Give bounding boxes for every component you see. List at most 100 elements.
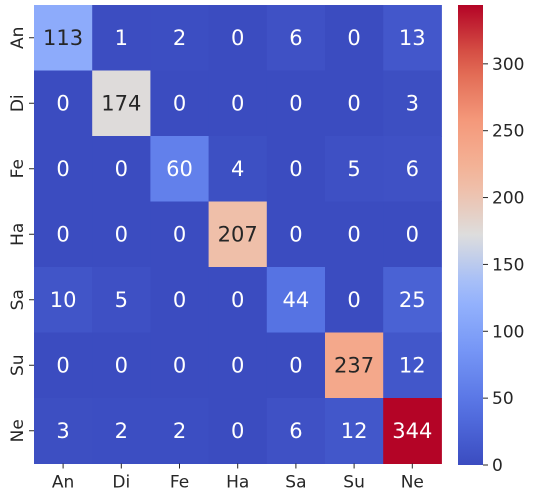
cell-value-label: 207 — [218, 222, 258, 246]
heatmap-cell — [150, 267, 210, 333]
y-tick-label: Ha — [8, 223, 28, 246]
cell-value-label: 0 — [231, 353, 244, 377]
heatmap-cell — [208, 136, 268, 202]
heatmap-cell — [325, 70, 384, 137]
heatmap-cell — [34, 70, 93, 137]
heatmap-cell — [266, 201, 326, 268]
heatmap-cell — [266, 332, 326, 399]
y-tick-label: Su — [8, 354, 28, 376]
x-tick-label: Di — [112, 473, 130, 493]
heatmap-cell — [383, 332, 442, 399]
x-tick-label: Su — [343, 473, 365, 493]
heatmap-cell — [383, 136, 442, 202]
cell-value-label: 0 — [56, 91, 69, 115]
cell-value-label: 0 — [231, 26, 244, 50]
heatmap-cell — [150, 332, 210, 399]
cell-value-label: 4 — [231, 157, 244, 181]
heatmap-cell — [325, 267, 384, 333]
cell-value-label: 0 — [231, 288, 244, 312]
y-tick-label: An — [8, 27, 28, 49]
heatmap-cell — [34, 201, 93, 268]
cell-value-label: 0 — [173, 222, 186, 246]
heatmap-cell — [325, 136, 384, 202]
heatmap-cell — [383, 201, 442, 268]
heatmap-cell — [266, 5, 326, 71]
heatmap-cell — [325, 398, 384, 464]
colorbar-tick-label: 250 — [492, 122, 524, 142]
cell-value-label: 1 — [115, 26, 128, 50]
heatmap-cell — [325, 201, 384, 268]
colorbar-gradient — [458, 5, 483, 465]
heatmap-cell — [34, 398, 93, 464]
cell-value-label: 0 — [347, 222, 360, 246]
heatmap-cell — [325, 5, 384, 71]
cell-value-label: 3 — [406, 91, 419, 115]
x-tick-label: Ha — [226, 473, 249, 493]
cell-value-label: 0 — [347, 26, 360, 50]
heatmap-cell — [383, 70, 442, 137]
heatmap-cell — [383, 398, 442, 464]
heatmap-cell — [208, 332, 268, 399]
cell-value-label: 13 — [399, 26, 426, 50]
cell-value-label: 5 — [115, 288, 128, 312]
heatmap-cell — [150, 136, 210, 202]
heatmap-cell — [92, 201, 151, 268]
heatmap-cell — [208, 70, 268, 137]
heatmap-cell — [34, 332, 93, 399]
colorbar-tick-label: 100 — [492, 322, 524, 342]
cell-value-label: 0 — [231, 419, 244, 443]
x-axis: An Di Fe Ha Sa Su Ne — [52, 463, 424, 493]
cell-value-label: 237 — [334, 353, 374, 377]
heatmap-cell — [266, 398, 326, 464]
heatmap-cell — [92, 5, 151, 71]
heatmap-cell — [266, 267, 326, 333]
heatmap-cell — [150, 5, 210, 71]
colorbar: 0 50 100 150 200 250 300 — [458, 5, 524, 476]
cell-value-label: 0 — [173, 353, 186, 377]
cell-value-label: 2 — [115, 419, 128, 443]
cell-value-label: 174 — [101, 91, 141, 115]
cell-value-label: 0 — [289, 353, 302, 377]
heatmap-cell — [92, 70, 151, 137]
heatmap-cell — [266, 70, 326, 137]
heatmap-cell — [34, 267, 93, 333]
heatmap-cell — [92, 267, 151, 333]
cell-value-label: 0 — [56, 353, 69, 377]
cell-value-label: 0 — [173, 288, 186, 312]
cell-value-label: 0 — [115, 353, 128, 377]
heatmap-cell — [383, 5, 442, 71]
cell-value-label: 0 — [406, 222, 419, 246]
heatmap-cell — [266, 136, 326, 202]
cell-value-label: 3 — [56, 419, 69, 443]
y-tick-label: Di — [8, 94, 28, 112]
cell-value-label: 0 — [173, 91, 186, 115]
heatmap-cell — [150, 70, 210, 137]
colorbar-tick-label: 200 — [492, 189, 524, 209]
cell-value-label: 0 — [289, 157, 302, 181]
heatmap-cell — [92, 332, 151, 399]
cell-value-label: 25 — [399, 288, 426, 312]
y-tick-label: Sa — [8, 289, 28, 310]
heatmap-cell — [150, 201, 210, 268]
x-tick-label: Sa — [285, 473, 306, 493]
heatmap-cell — [208, 5, 268, 71]
cell-value-label: 0 — [289, 91, 302, 115]
heatmap-cell — [208, 267, 268, 333]
heatmap-cell — [208, 398, 268, 464]
cell-value-label: 0 — [347, 91, 360, 115]
cell-value-label: 6 — [289, 419, 302, 443]
cell-value-label: 44 — [283, 288, 310, 312]
cell-value-label: 0 — [115, 157, 128, 181]
heatmap-cell — [325, 332, 384, 399]
colorbar-tick-label: 300 — [492, 55, 524, 75]
cell-value-label: 0 — [231, 91, 244, 115]
heatmap-cell — [208, 201, 268, 268]
cell-value-label: 0 — [56, 222, 69, 246]
heatmap: 113 1 2 0 6 0 130 174 0 0 0 0 30 0 60 4 0 5 60 0 0 207 0 0 010 5 0… — [34, 5, 442, 464]
cell-value-label: 60 — [166, 157, 193, 181]
y-axis: An Di Fe Ha Sa Su Ne — [8, 27, 34, 442]
cell-value-label: 344 — [392, 419, 432, 443]
cell-value-label: 0 — [115, 222, 128, 246]
cell-value-label: 0 — [289, 222, 302, 246]
